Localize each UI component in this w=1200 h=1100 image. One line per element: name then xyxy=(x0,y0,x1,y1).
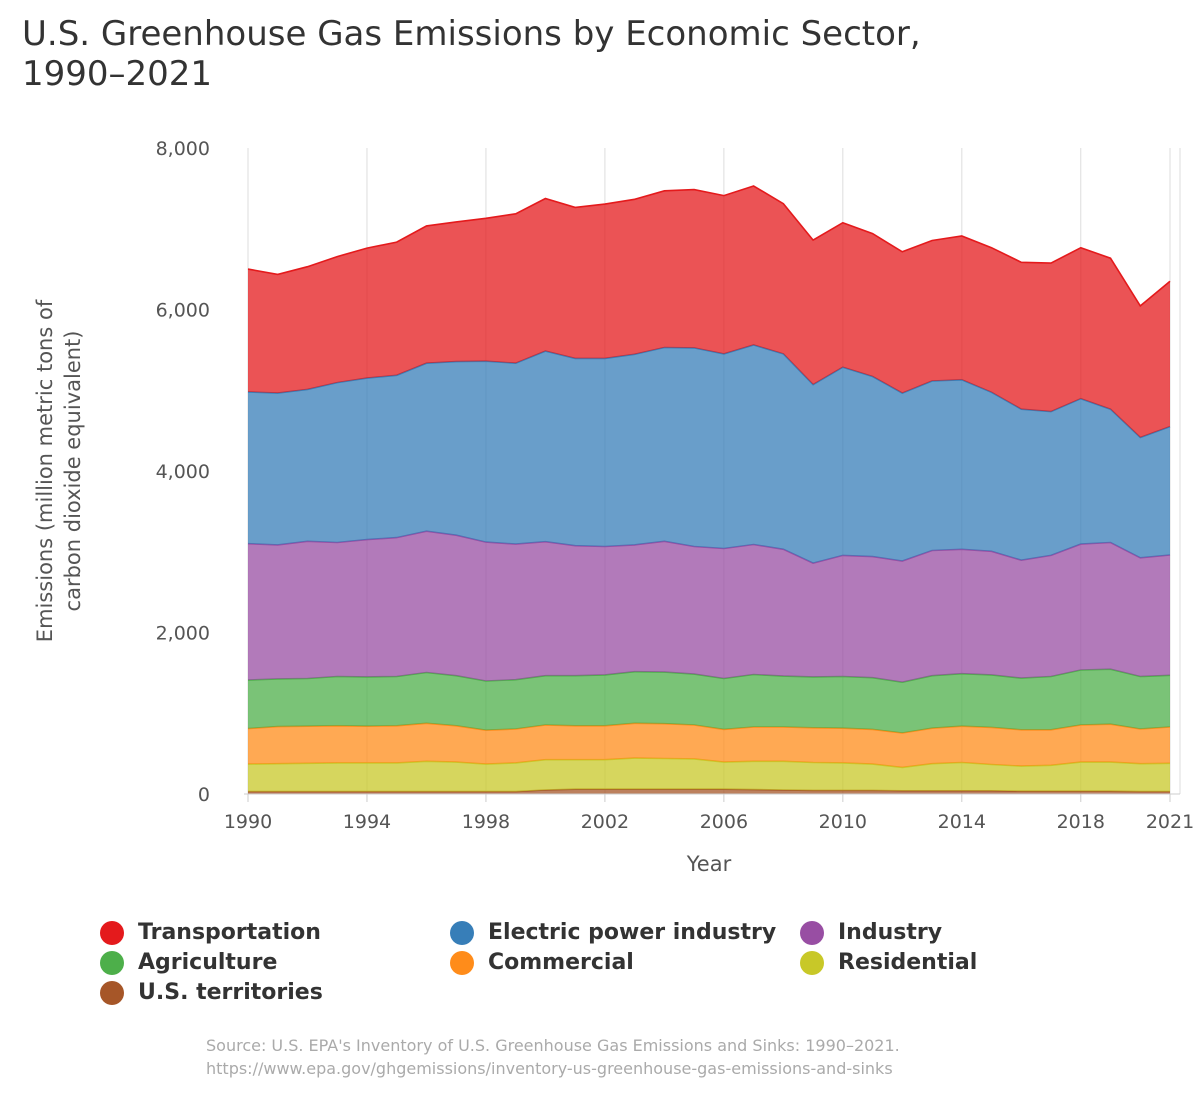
legend-item-transportation[interactable]: Transportation xyxy=(100,920,321,945)
x-tick-label: 1994 xyxy=(343,811,391,833)
x-tick-label: 1990 xyxy=(224,811,272,833)
legend-item-us-territories[interactable]: U.S. territories xyxy=(100,980,323,1005)
legend-item-agriculture[interactable]: Agriculture xyxy=(100,950,277,975)
x-tick-label: 1998 xyxy=(462,811,510,833)
source-line-1: Source: U.S. EPA's Inventory of U.S. Gre… xyxy=(206,1036,900,1055)
legend-swatch xyxy=(800,950,824,975)
legend-label: Agriculture xyxy=(138,950,278,975)
legend-swatch xyxy=(800,920,824,945)
stacked-area-chart: 1990 1994 1998 2002 2006 2010 2014 2018 2021 0 2,0… xyxy=(33,138,1194,876)
y-tick-label: 2,000 xyxy=(156,623,210,645)
x-tick-label: 2021 xyxy=(1146,811,1194,833)
chart-title-line-2: 1990–2021 xyxy=(22,54,213,94)
area-industry xyxy=(248,531,1170,683)
legend-item-commercial[interactable]: Commercial xyxy=(450,950,634,975)
legend-label: U.S. territories xyxy=(138,980,323,1005)
series-areas xyxy=(247,185,1171,794)
legend-item-electric-power-industry[interactable]: Electric power industry xyxy=(450,920,776,945)
legend-label: Residential xyxy=(838,950,978,975)
x-axis-title: Year xyxy=(686,852,732,876)
x-tick-label: 2006 xyxy=(700,811,748,833)
area-electric-power-industry xyxy=(248,345,1170,564)
area-agriculture xyxy=(248,669,1170,733)
area-transportation xyxy=(248,186,1170,438)
legend-swatch xyxy=(100,950,124,975)
axes: 1990 1994 1998 2002 2006 2010 2014 2018 2021 0 2,0… xyxy=(33,138,1194,876)
y-tick-label: 4,000 xyxy=(156,461,210,483)
y-axis-title-line: Emissions (million metric tons of xyxy=(33,299,57,642)
legend-swatch xyxy=(450,920,474,945)
y-tick-label: 8,000 xyxy=(156,138,210,160)
legend-label: Transportation xyxy=(138,920,321,945)
legend-swatch xyxy=(100,980,124,1005)
area-u-s-territories xyxy=(248,789,1170,794)
chart-title: U.S. Greenhouse Gas Emissions by Economi… xyxy=(22,14,1122,94)
chart-title-line-1: U.S. Greenhouse Gas Emissions by Economi… xyxy=(22,14,921,54)
area-residential xyxy=(248,758,1170,792)
x-tick-label: 2018 xyxy=(1057,811,1105,833)
legend-label: Electric power industry xyxy=(488,920,777,945)
source-note: Source: U.S. EPA's Inventory of U.S. Gre… xyxy=(206,1034,900,1080)
x-tick-label: 2014 xyxy=(938,811,986,833)
area-commercial xyxy=(248,723,1170,768)
line-transportation xyxy=(247,185,1171,308)
x-tick-label: 2002 xyxy=(581,811,629,833)
source-url: https://www.epa.gov/ghgemissions/invento… xyxy=(206,1059,893,1078)
legend-label: Industry xyxy=(838,920,943,945)
legend-item-residential[interactable]: Residential xyxy=(800,950,977,975)
x-tick-label: 2010 xyxy=(819,811,867,833)
legend-label: Commercial xyxy=(488,950,634,975)
y-axis-title: Emissions (million metric tons of carbon … xyxy=(33,299,85,642)
legend-item-industry[interactable]: Industry xyxy=(800,920,942,945)
legend-swatch xyxy=(100,920,124,945)
y-tick-label: 6,000 xyxy=(156,300,210,322)
y-tick-label: 0 xyxy=(198,784,210,806)
y-axis-title-line: carbon dioxide equivalent) xyxy=(61,331,85,612)
legend-swatch xyxy=(450,950,474,975)
